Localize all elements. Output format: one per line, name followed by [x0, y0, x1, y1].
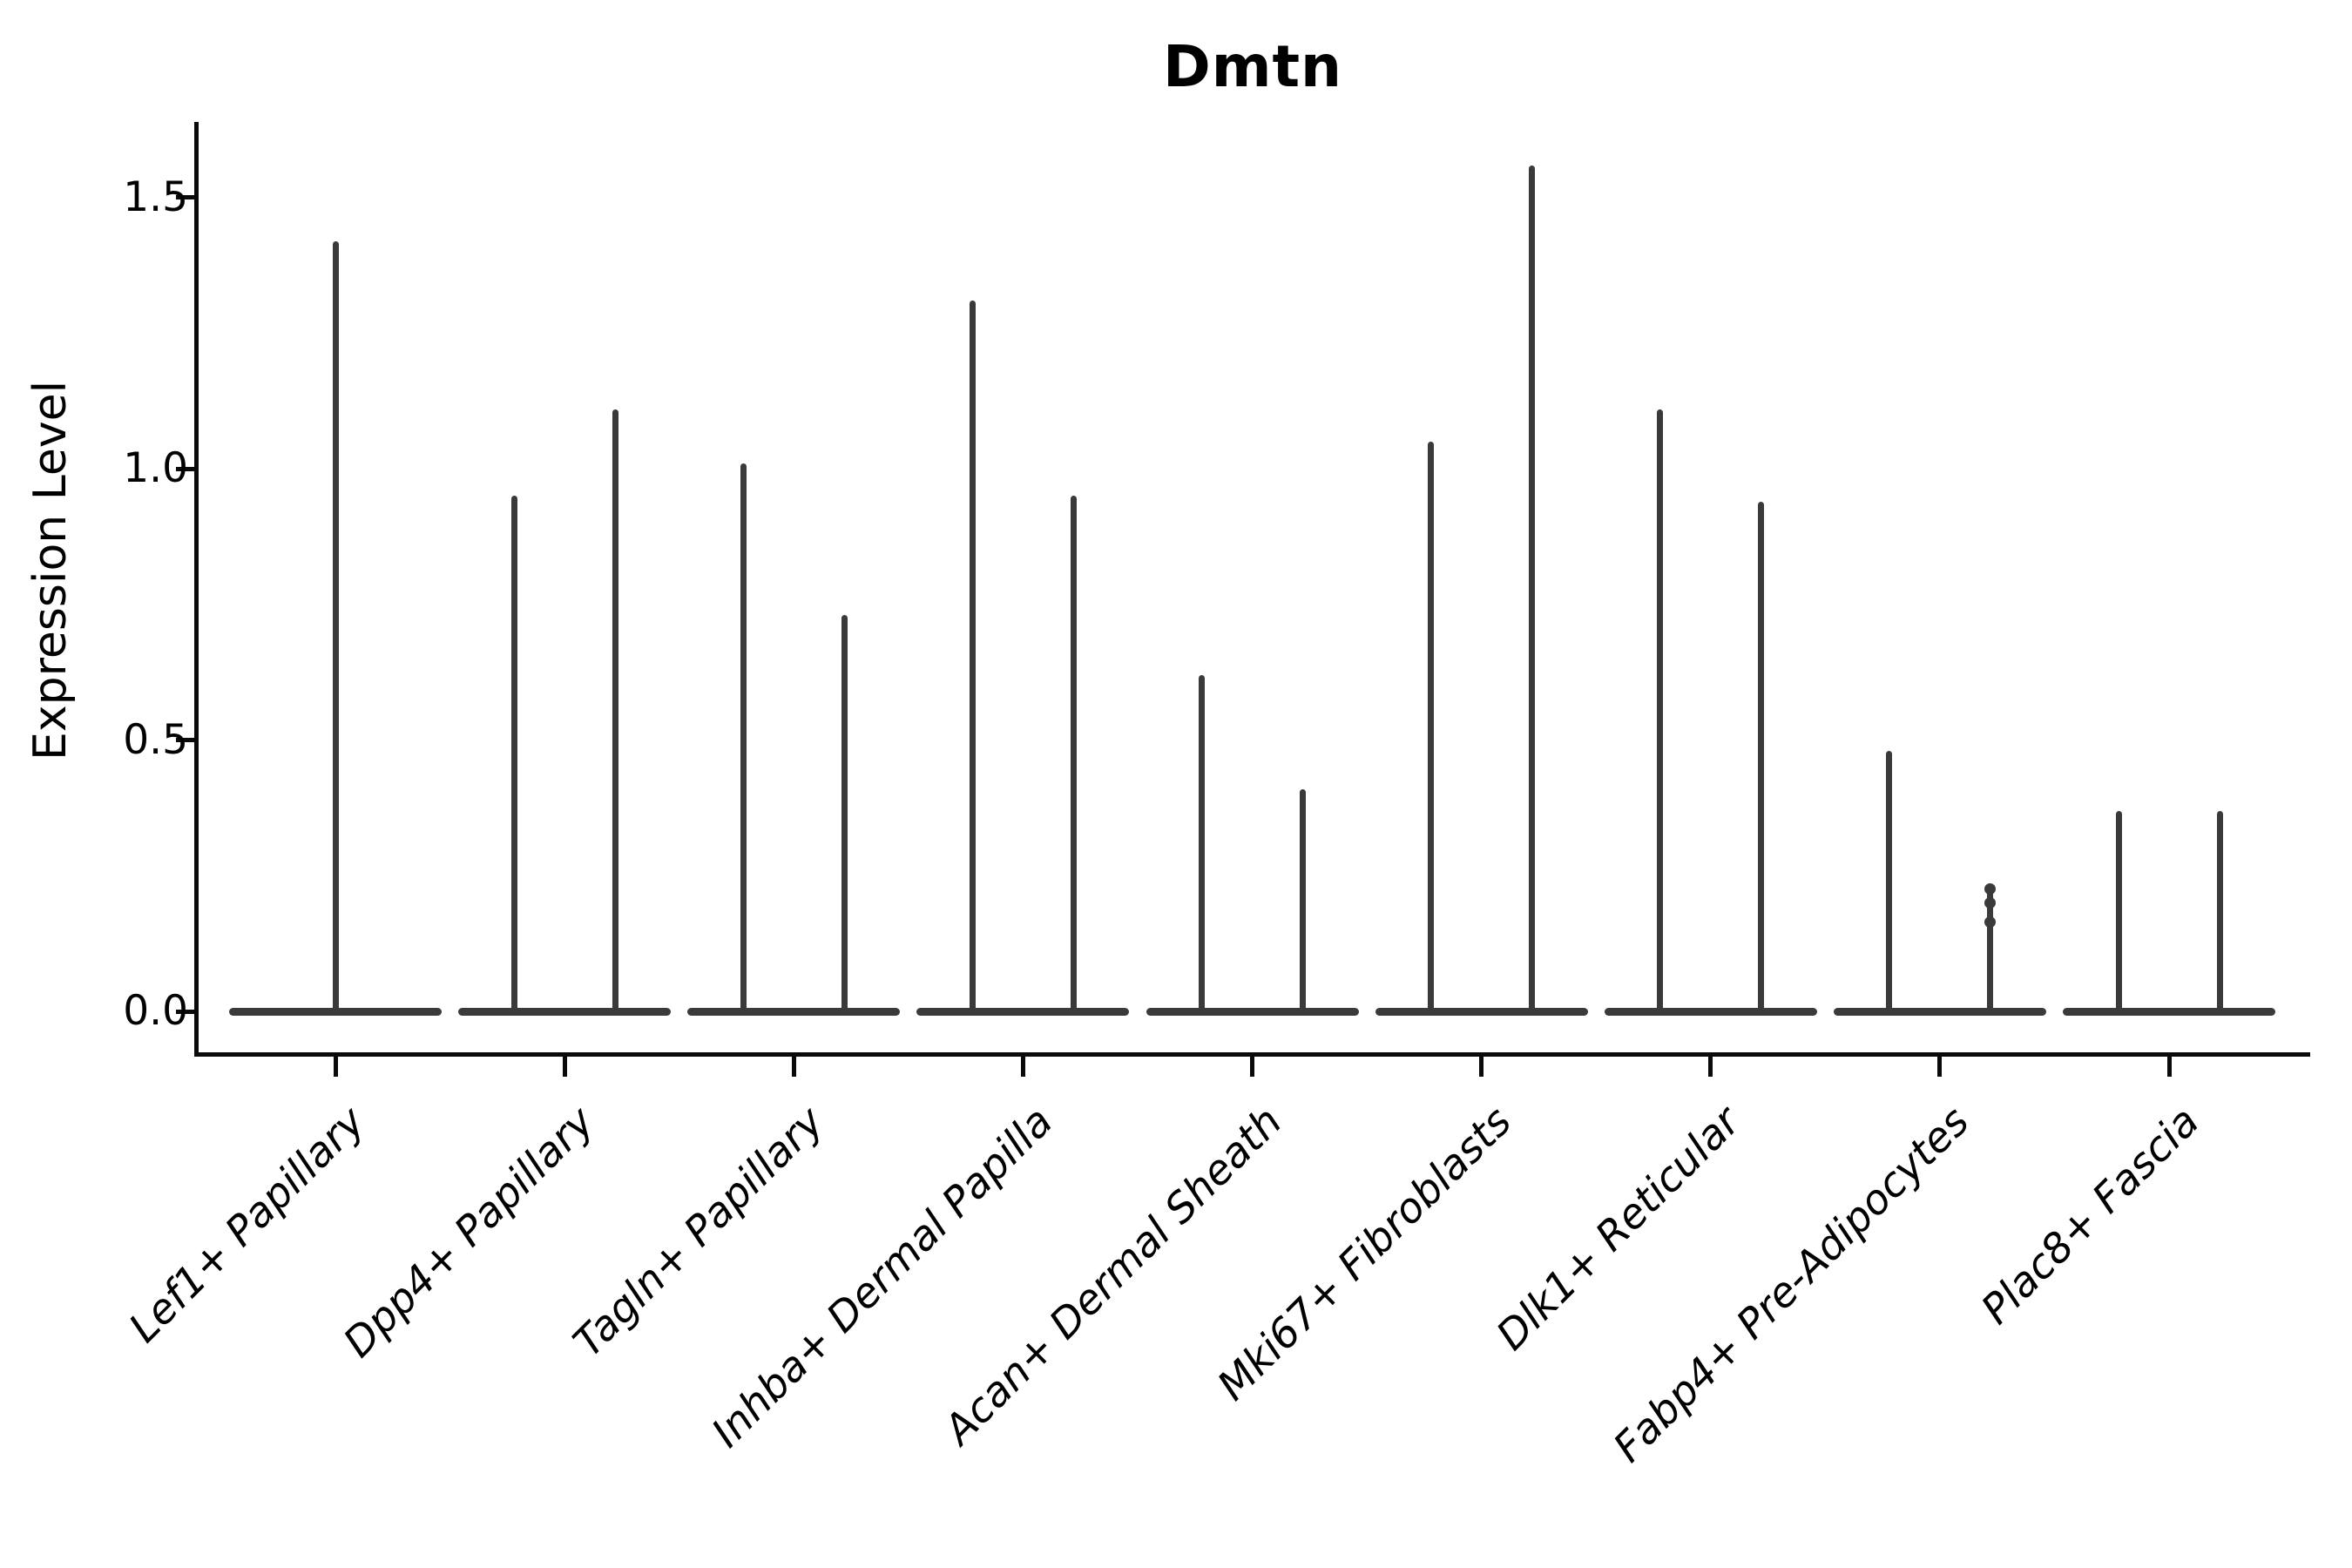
violin-base	[2063, 1007, 2275, 1016]
x-tick	[1708, 1056, 1713, 1077]
y-tick	[176, 466, 195, 471]
y-tick	[176, 1009, 195, 1014]
violin-base	[1375, 1007, 1588, 1016]
x-tick	[2166, 1056, 2172, 1077]
x-tick	[791, 1056, 796, 1077]
violin-spike	[1070, 496, 1077, 1011]
violin-spike	[1987, 886, 1994, 1011]
x-tick	[1479, 1056, 1484, 1077]
violin-spike	[841, 615, 848, 1011]
violin-spike	[510, 496, 517, 1011]
y-tick	[176, 195, 195, 200]
violin-spike	[1529, 165, 1536, 1011]
x-tick	[1020, 1056, 1025, 1077]
violin-base	[458, 1007, 672, 1016]
x-tick-label-text: Tagln+ Papillary	[564, 1098, 834, 1367]
x-tick	[562, 1056, 567, 1077]
violin-base	[687, 1007, 901, 1016]
violin-knot	[1984, 896, 1997, 909]
x-tick	[1250, 1056, 1254, 1077]
violin-base	[1146, 1007, 1359, 1016]
violin-knot	[1984, 883, 1997, 896]
x-axis-spine	[194, 1052, 2310, 1057]
y-tick-label: 0.5	[123, 715, 188, 764]
violin-spike	[740, 463, 747, 1011]
y-tick	[176, 738, 195, 743]
x-tick-label-text: Lef1+ Papillary	[119, 1098, 375, 1353]
x-tick-label-text: Dlk1+ Reticular	[1487, 1098, 1750, 1360]
y-tick-label: 0.0	[123, 987, 188, 1035]
violin-spike	[1657, 409, 1664, 1011]
x-tick-label-text: Dpp4+ Papillary	[334, 1098, 605, 1368]
violin-spike	[1199, 674, 1205, 1011]
violin-base	[1833, 1007, 2046, 1016]
violin-spike	[612, 409, 618, 1011]
violin-spike	[969, 301, 976, 1011]
chart-title: Dmtn	[1162, 33, 1343, 100]
y-tick-label: 1.5	[123, 172, 188, 221]
violin-spike	[1758, 501, 1765, 1011]
x-tick	[1937, 1056, 1943, 1077]
violin-spike	[332, 240, 339, 1011]
y-tick-label: 1.0	[123, 444, 188, 493]
violin-base	[1604, 1007, 1817, 1016]
violin-base	[916, 1007, 1130, 1016]
y-axis-spine	[194, 122, 199, 1056]
violin-spike	[1428, 442, 1435, 1011]
x-tick-label-text: Plac8+ Fascia	[1971, 1098, 2208, 1335]
violin-spike	[1886, 751, 1893, 1011]
violin-base	[229, 1007, 442, 1016]
violin-spike	[1300, 788, 1306, 1011]
y-axis-label: Expression Level	[24, 380, 77, 761]
x-tick	[333, 1056, 338, 1077]
violin-spike	[2115, 810, 2122, 1011]
violin-spike	[2216, 810, 2223, 1011]
violin-knot	[1984, 916, 1997, 928]
